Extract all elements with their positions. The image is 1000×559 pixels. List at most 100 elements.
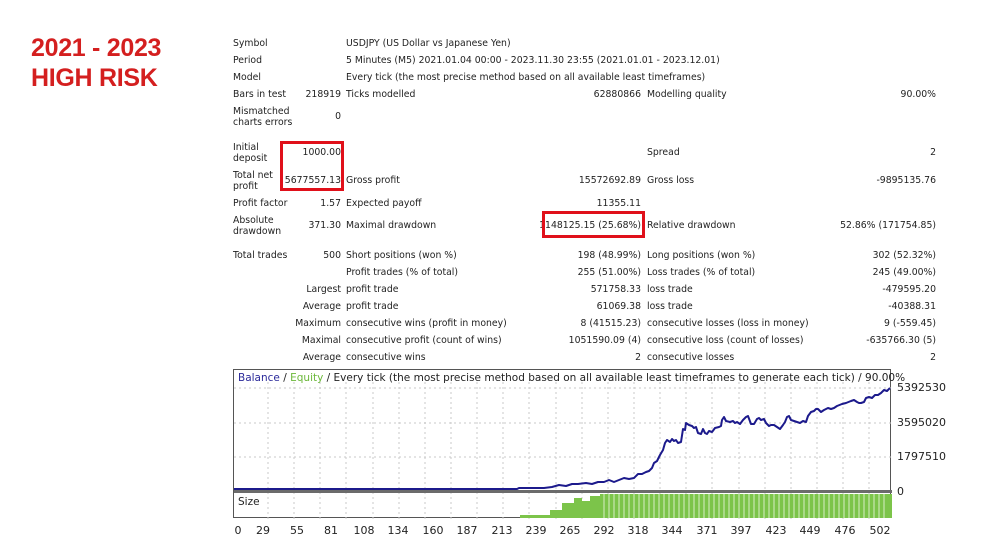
largest-loss-label: loss trade [647,284,693,295]
max-drawdown-value: 1148125.15 (25.68%) [539,220,641,231]
y-tick-0: 0 [897,485,904,498]
net-profit-label-2: profit [233,181,258,192]
size-histogram [520,494,892,518]
spread-label: Spread [647,147,680,158]
mismatched-value: 0 [335,111,341,122]
x-tick: 318 [627,524,649,537]
maximal-loss-label: consecutive loss (count of losses) [647,335,804,346]
average-profit-label: profit trade [346,301,399,312]
net-profit-value: 5677557.13 [284,175,341,186]
highlight-max-drawdown [542,211,645,238]
loss-trades-value: 245 (49.00%) [872,267,936,278]
maximal-loss-value: -635766.30 (5) [866,335,936,346]
x-tick: 55 [290,524,304,537]
initial-deposit-label-1: Initial [233,142,259,153]
maximum-losses-value: 9 (-559.45) [883,318,936,329]
long-positions-label: Long positions (won %) [647,250,756,261]
chart-legend: Balance / Equity / Every tick (the most … [238,372,905,384]
bars-label: Bars in test [233,89,286,100]
quality-value: 90.00% [900,89,936,100]
x-tick: 397 [730,524,752,537]
headline-years: 2021 - 2023 [31,34,162,62]
spread-value: 2 [930,147,936,158]
x-tick: 265 [559,524,581,537]
x-tick: 29 [256,524,270,537]
y-tick-5392530: 5392530 [897,381,946,394]
rel-drawdown-label: Relative drawdown [647,220,736,231]
x-tick: 108 [353,524,375,537]
x-tick: 81 [324,524,338,537]
maximal-profit-value: 1051590.09 (4) [568,335,641,346]
period-value: 5 Minutes (M5) 2021.01.04 00:00 - 2023.1… [346,55,720,66]
x-tick: 213 [491,524,513,537]
avg-consec-wins-label: consecutive wins [346,352,426,363]
profit-factor-value: 1.57 [320,198,341,209]
average-loss-value: -40388.31 [888,301,936,312]
legend-balance: Balance [238,372,280,384]
highlight-deposit-profit [280,141,344,191]
maximal-prefix: Maximal [301,335,341,346]
avg-consec-losses-value: 2 [930,352,936,363]
balance-chart-plot [234,382,892,519]
largest-prefix: Largest [306,284,341,295]
avg-consec-losses-label: consecutive losses [647,352,735,363]
profit-factor-label: Profit factor [233,198,288,209]
expected-payoff-label: Expected payoff [346,198,422,209]
mismatched-label-1: Mismatched [233,106,290,117]
average-profit-value: 61069.38 [596,301,641,312]
size-panel-label: Size [238,496,260,508]
abs-drawdown-label-2: drawdown [233,226,282,237]
gross-loss-label: Gross loss [647,175,695,186]
x-tick: 187 [456,524,478,537]
initial-deposit-value: 1000.00 [302,147,341,158]
model-label: Model [233,72,261,83]
legend-separator: / [279,372,291,384]
initial-deposit-label-2: deposit [233,153,268,164]
x-tick: 423 [765,524,787,537]
gross-profit-label: Gross profit [346,175,400,186]
average-loss-label: loss trade [647,301,693,312]
gross-profit-value: 15572692.89 [578,175,641,186]
maximum-losses-label: consecutive losses (loss in money) [647,318,809,329]
profit-trades-value: 255 (51.00%) [577,267,641,278]
x-tick: 502 [869,524,891,537]
x-tick: 0 [234,524,242,537]
y-tick-1797510: 1797510 [897,450,946,463]
avg-consec-wins-value: 2 [635,352,641,363]
maximum-wins-label: consecutive wins (profit in money) [346,318,507,329]
x-tick: 134 [387,524,409,537]
expected-payoff-value: 11355.11 [596,198,641,209]
x-tick: 292 [593,524,615,537]
x-tick: 371 [696,524,718,537]
symbol-label: Symbol [233,38,268,49]
balance-chart: Balance / Equity / Every tick (the most … [233,369,905,519]
x-tick: 449 [799,524,821,537]
long-positions-value: 302 (52.32%) [872,250,936,261]
max-drawdown-label: Maximal drawdown [346,220,437,231]
largest-profit-value: 571758.33 [590,284,641,295]
symbol-value: USDJPY (US Dollar vs Japanese Yen) [346,38,511,49]
quality-label: Modelling quality [647,89,727,100]
legend-equity: Equity [290,372,324,384]
short-positions-value: 198 (48.99%) [577,250,641,261]
model-value: Every tick (the most precise method base… [346,72,706,83]
x-tick: 160 [422,524,444,537]
rel-drawdown-value: 52.86% (171754.85) [840,220,936,231]
ticks-label: Ticks modelled [346,89,416,100]
maximum-wins-value: 8 (41515.23) [580,318,641,329]
x-tick: 476 [834,524,856,537]
profit-trades-label: Profit trades (% of total) [346,267,459,278]
abs-drawdown-value: 371.30 [308,220,341,231]
gross-loss-value: -9895135.76 [876,175,936,186]
y-tick-3595020: 3595020 [897,416,946,429]
largest-profit-label: profit trade [346,284,399,295]
abs-drawdown-label-1: Absolute [233,215,274,226]
size-bar-gaps [603,494,885,518]
balance-line [234,387,891,490]
period-label: Period [233,55,262,66]
ticks-value: 62880866 [593,89,641,100]
bars-value: 218919 [305,89,342,100]
maximum-prefix: Maximum [295,318,341,329]
total-trades-value: 500 [323,250,341,261]
x-tick: 239 [525,524,547,537]
